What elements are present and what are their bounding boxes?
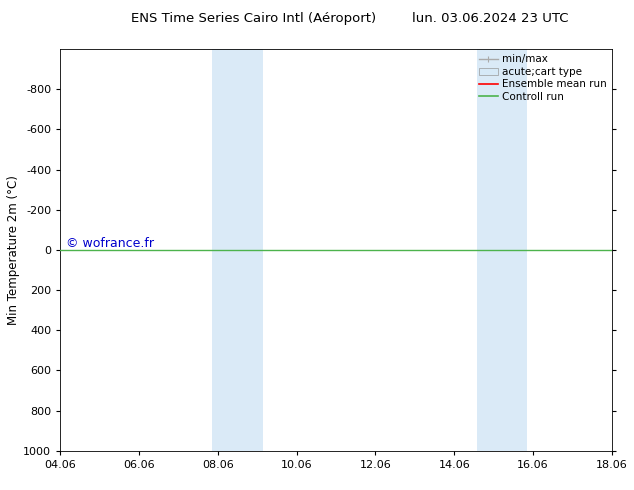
Bar: [477, 49, 505, 451]
Bar: [505, 49, 527, 451]
Text: © wofrance.fr: © wofrance.fr: [66, 237, 154, 250]
Text: lun. 03.06.2024 23 UTC: lun. 03.06.2024 23 UTC: [412, 12, 569, 25]
Legend: min/max, acute;cart type, Ensemble mean run, Controll run: min/max, acute;cart type, Ensemble mean …: [477, 52, 609, 104]
Bar: [240, 49, 262, 451]
Text: ENS Time Series Cairo Intl (Aéroport): ENS Time Series Cairo Intl (Aéroport): [131, 12, 376, 25]
Bar: [212, 49, 240, 451]
Y-axis label: Min Temperature 2m (°C): Min Temperature 2m (°C): [8, 175, 20, 325]
